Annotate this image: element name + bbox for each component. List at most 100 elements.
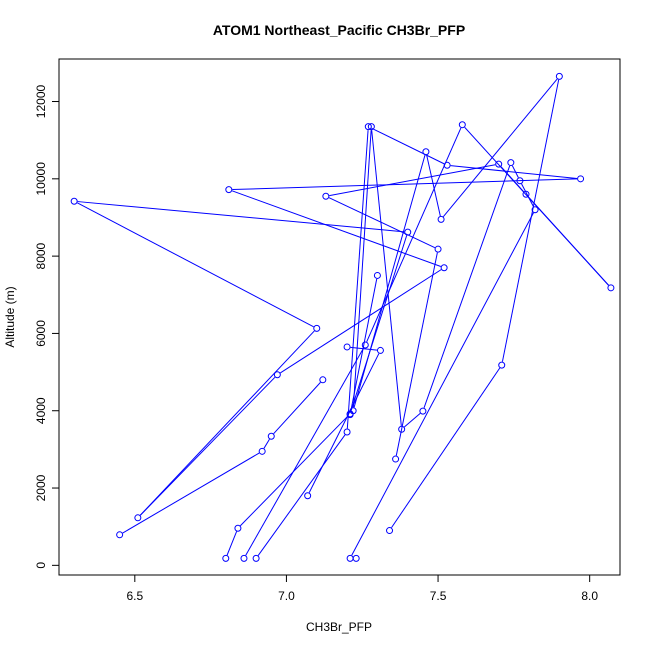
series-segment xyxy=(395,252,438,456)
data-point xyxy=(346,554,354,562)
series-segment xyxy=(403,413,421,428)
data-point xyxy=(419,407,427,415)
data-point xyxy=(507,159,515,167)
data-point xyxy=(398,425,406,433)
series-segment xyxy=(511,165,519,178)
series-segment xyxy=(352,130,372,408)
data-point xyxy=(70,197,78,205)
series-segment xyxy=(442,78,558,218)
data-point xyxy=(225,186,233,194)
data-point xyxy=(404,228,412,236)
data-point xyxy=(267,432,275,440)
data-point xyxy=(252,554,260,562)
data-series xyxy=(304,343,384,500)
data-series xyxy=(116,376,327,539)
data-point xyxy=(234,524,242,532)
data-point xyxy=(273,371,281,379)
data-point xyxy=(498,361,506,369)
data-point xyxy=(522,190,530,198)
series-segment xyxy=(350,278,378,412)
x-tick-label: 6.5 xyxy=(126,589,143,603)
data-point xyxy=(458,121,466,129)
data-point xyxy=(437,215,445,223)
series-segment xyxy=(245,347,364,556)
x-tick-label: 7.5 xyxy=(430,589,447,603)
series-segment xyxy=(329,164,496,197)
data-point xyxy=(361,341,369,349)
series-segment xyxy=(139,330,315,516)
series-segment xyxy=(328,197,436,249)
y-tick-label: 10000 xyxy=(34,162,48,196)
data-point xyxy=(376,346,384,354)
data-point xyxy=(434,245,442,253)
data-point xyxy=(392,455,400,463)
data-point xyxy=(319,376,327,384)
series-segment xyxy=(139,376,276,516)
data-point xyxy=(240,554,248,562)
y-tick-label: 12000 xyxy=(34,85,48,119)
x-tick-label: 8.0 xyxy=(581,589,598,603)
series-segment xyxy=(226,531,238,556)
data-point xyxy=(343,428,351,436)
data-point xyxy=(495,160,503,168)
data-point xyxy=(222,554,230,562)
chart-title: ATOM1 Northeast_Pacific CH3Br_PFP xyxy=(213,22,465,38)
data-point xyxy=(116,531,124,539)
series-segment xyxy=(308,353,380,493)
data-point xyxy=(346,411,354,419)
data-point xyxy=(555,72,563,80)
series-segment xyxy=(366,127,462,343)
y-tick-label: 8000 xyxy=(34,242,48,269)
series-segment xyxy=(280,269,442,374)
y-tick-label: 0 xyxy=(34,562,48,569)
y-tick-label: 2000 xyxy=(34,474,48,501)
series-segment xyxy=(231,190,441,267)
series-segment xyxy=(353,154,426,408)
y-axis: 0 2000 4000 6000 8000 10000 12000 xyxy=(34,85,60,569)
data-point xyxy=(258,447,266,455)
data-series xyxy=(346,72,563,562)
series-segment xyxy=(346,130,369,429)
series-segment xyxy=(232,178,578,191)
series-segment xyxy=(350,235,408,411)
series-segment xyxy=(263,438,270,449)
series-segment xyxy=(257,434,346,556)
x-axis: 6.5 7.0 7.5 8.0 xyxy=(126,574,598,603)
series-segment xyxy=(273,382,321,434)
series-segment xyxy=(77,202,314,328)
series-segment xyxy=(391,367,501,528)
series-segment xyxy=(351,212,534,556)
series-segment xyxy=(122,452,260,534)
data-point xyxy=(386,527,394,535)
data-point xyxy=(607,284,615,292)
series-segment xyxy=(426,155,441,217)
series-segment xyxy=(501,79,560,362)
data-point xyxy=(313,324,321,332)
x-axis-label: CH3Br_PFP xyxy=(306,620,372,634)
data-point xyxy=(322,192,330,200)
data-series xyxy=(346,271,381,419)
series-segment xyxy=(371,127,445,165)
data-point xyxy=(367,123,375,131)
data-point xyxy=(134,514,142,522)
data-point xyxy=(373,271,381,279)
series-segment xyxy=(521,183,534,207)
data-point xyxy=(364,123,372,131)
data-point xyxy=(443,161,451,169)
series-segment xyxy=(423,165,511,408)
data-series xyxy=(70,123,585,562)
series-segment xyxy=(77,201,405,233)
series-segment xyxy=(450,165,578,179)
data-point xyxy=(352,554,360,562)
data-point xyxy=(440,264,448,272)
series-segment xyxy=(350,346,378,351)
x-tick-label: 7.0 xyxy=(278,589,295,603)
y-axis-label: Altitude (m) xyxy=(3,286,17,347)
data-series xyxy=(240,121,615,562)
data-point xyxy=(304,492,312,500)
series-layer xyxy=(70,72,615,562)
y-tick-label: 4000 xyxy=(34,397,48,424)
series-segment xyxy=(464,126,609,286)
y-tick-label: 6000 xyxy=(34,320,48,347)
